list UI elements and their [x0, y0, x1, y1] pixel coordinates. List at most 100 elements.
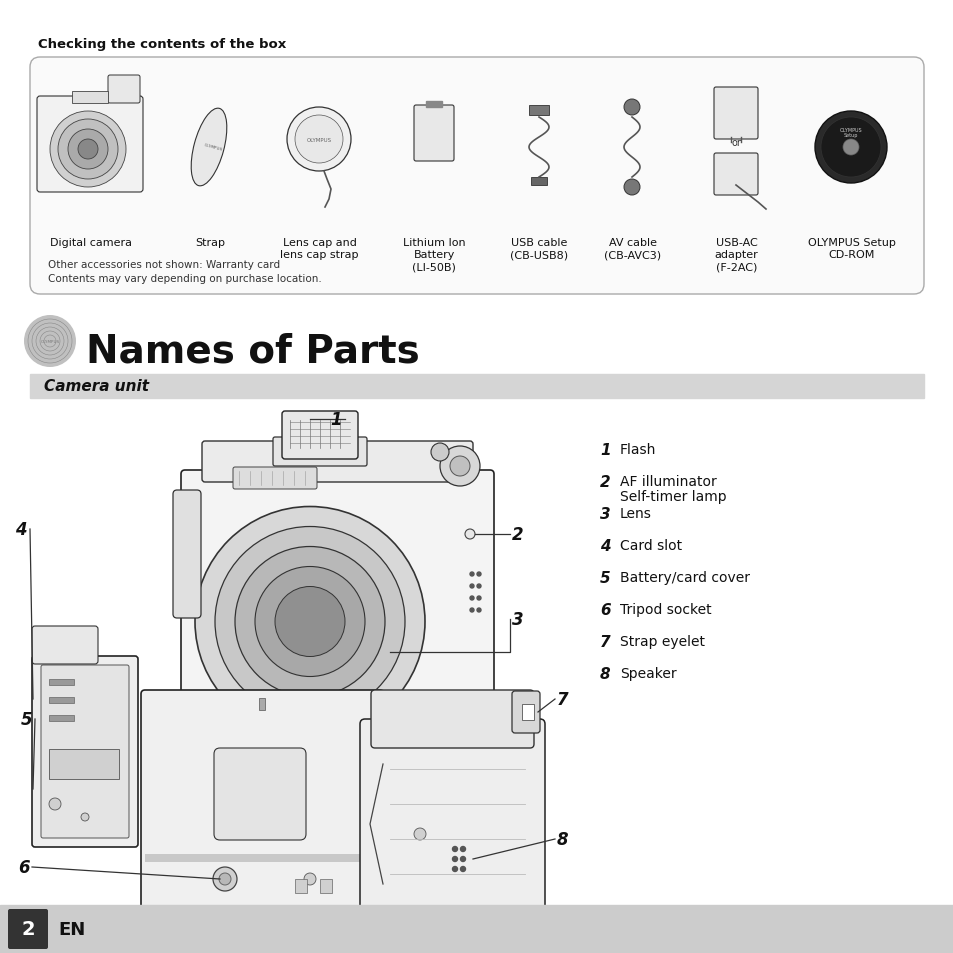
- Text: 5: 5: [599, 571, 610, 585]
- Bar: [426, 102, 441, 108]
- Text: 8: 8: [557, 830, 568, 848]
- Bar: [49, 749, 119, 780]
- Circle shape: [476, 608, 480, 613]
- Text: Card slot: Card slot: [619, 538, 681, 553]
- Circle shape: [460, 857, 465, 862]
- Text: OLYMPUS: OLYMPUS: [306, 137, 332, 142]
- FancyBboxPatch shape: [273, 437, 367, 467]
- FancyBboxPatch shape: [41, 665, 129, 838]
- Bar: [531, 178, 546, 186]
- Circle shape: [460, 866, 465, 872]
- FancyBboxPatch shape: [108, 76, 140, 104]
- Text: USB cable
(CB-USB8): USB cable (CB-USB8): [510, 237, 567, 260]
- Circle shape: [821, 118, 880, 178]
- Ellipse shape: [191, 109, 227, 187]
- Text: Contents may vary depending on purchase location.: Contents may vary depending on purchase …: [48, 274, 321, 284]
- FancyBboxPatch shape: [202, 441, 473, 482]
- Text: 6: 6: [599, 602, 610, 618]
- Circle shape: [304, 873, 315, 885]
- FancyBboxPatch shape: [172, 491, 201, 618]
- Text: OLYMPUS: OLYMPUS: [203, 144, 222, 152]
- FancyBboxPatch shape: [233, 468, 316, 490]
- Text: Flash: Flash: [619, 442, 656, 456]
- Bar: [49, 698, 74, 703]
- Text: OLYMPUS: OLYMPUS: [40, 339, 59, 344]
- Bar: [294, 879, 307, 893]
- Text: AF illuminator: AF illuminator: [619, 475, 716, 489]
- Bar: [49, 716, 74, 721]
- Circle shape: [294, 116, 343, 164]
- Text: Self-timer lamp: Self-timer lamp: [619, 490, 726, 503]
- Circle shape: [452, 857, 457, 862]
- Text: USB-AC
adapter
(F-2AC): USB-AC adapter (F-2AC): [714, 237, 758, 273]
- Circle shape: [470, 597, 474, 600]
- Text: 2: 2: [599, 475, 610, 490]
- Text: 4: 4: [15, 520, 27, 538]
- Text: Names of Parts: Names of Parts: [86, 333, 419, 371]
- Circle shape: [50, 112, 126, 188]
- Circle shape: [476, 584, 480, 588]
- Circle shape: [24, 315, 76, 368]
- Circle shape: [814, 112, 886, 184]
- Circle shape: [452, 866, 457, 872]
- Text: Other accessories not shown: Warranty card: Other accessories not shown: Warranty ca…: [48, 260, 280, 270]
- FancyBboxPatch shape: [713, 153, 758, 195]
- Circle shape: [476, 597, 480, 600]
- Bar: [145, 854, 379, 862]
- FancyBboxPatch shape: [282, 412, 357, 459]
- Circle shape: [470, 573, 474, 577]
- Text: 5: 5: [20, 710, 32, 728]
- Text: AV cable
(CB-AVC3): AV cable (CB-AVC3): [603, 237, 660, 260]
- Text: Digital camera: Digital camera: [50, 237, 132, 248]
- Text: Speaker: Speaker: [619, 666, 676, 680]
- Circle shape: [450, 456, 470, 476]
- Circle shape: [623, 180, 639, 195]
- FancyBboxPatch shape: [181, 471, 494, 723]
- Bar: [258, 699, 265, 710]
- Circle shape: [81, 813, 89, 821]
- FancyBboxPatch shape: [371, 690, 534, 748]
- Circle shape: [414, 828, 426, 841]
- FancyBboxPatch shape: [8, 909, 48, 949]
- FancyBboxPatch shape: [141, 690, 384, 913]
- Bar: [71, 91, 108, 104]
- Bar: [521, 704, 534, 720]
- Text: or: or: [730, 138, 740, 148]
- Ellipse shape: [254, 567, 365, 677]
- FancyBboxPatch shape: [512, 691, 539, 733]
- Circle shape: [470, 584, 474, 588]
- FancyBboxPatch shape: [713, 88, 758, 140]
- Circle shape: [460, 846, 465, 852]
- Text: 2: 2: [21, 920, 34, 939]
- Text: OLYMPUS
Setup: OLYMPUS Setup: [839, 128, 862, 138]
- Ellipse shape: [214, 527, 405, 717]
- Text: Checking the contents of the box: Checking the contents of the box: [38, 38, 286, 51]
- Text: Strap eyelet: Strap eyelet: [619, 635, 704, 648]
- Ellipse shape: [234, 547, 385, 697]
- Ellipse shape: [274, 587, 345, 657]
- FancyBboxPatch shape: [359, 720, 544, 919]
- Text: 4: 4: [599, 538, 610, 554]
- Ellipse shape: [194, 507, 424, 737]
- Circle shape: [431, 443, 449, 461]
- Text: OLYMPUS Setup
CD-ROM: OLYMPUS Setup CD-ROM: [807, 237, 895, 260]
- FancyBboxPatch shape: [32, 626, 98, 664]
- Bar: [0, 905, 953, 953]
- FancyBboxPatch shape: [37, 97, 143, 193]
- Text: 6: 6: [18, 858, 30, 876]
- Bar: [529, 106, 548, 116]
- Text: 2: 2: [512, 525, 523, 543]
- Circle shape: [49, 799, 61, 810]
- FancyBboxPatch shape: [213, 748, 306, 841]
- FancyBboxPatch shape: [32, 657, 138, 847]
- Circle shape: [78, 140, 98, 160]
- Text: EN: EN: [58, 920, 85, 938]
- Text: 1: 1: [599, 442, 610, 457]
- FancyBboxPatch shape: [414, 106, 454, 162]
- Text: Strap: Strap: [194, 237, 225, 248]
- Text: Lithium Ion
Battery
(LI-50B): Lithium Ion Battery (LI-50B): [402, 237, 465, 273]
- Text: Lens cap and
lens cap strap: Lens cap and lens cap strap: [280, 237, 358, 260]
- Circle shape: [842, 140, 858, 156]
- Text: 8: 8: [599, 666, 610, 681]
- Circle shape: [68, 130, 108, 170]
